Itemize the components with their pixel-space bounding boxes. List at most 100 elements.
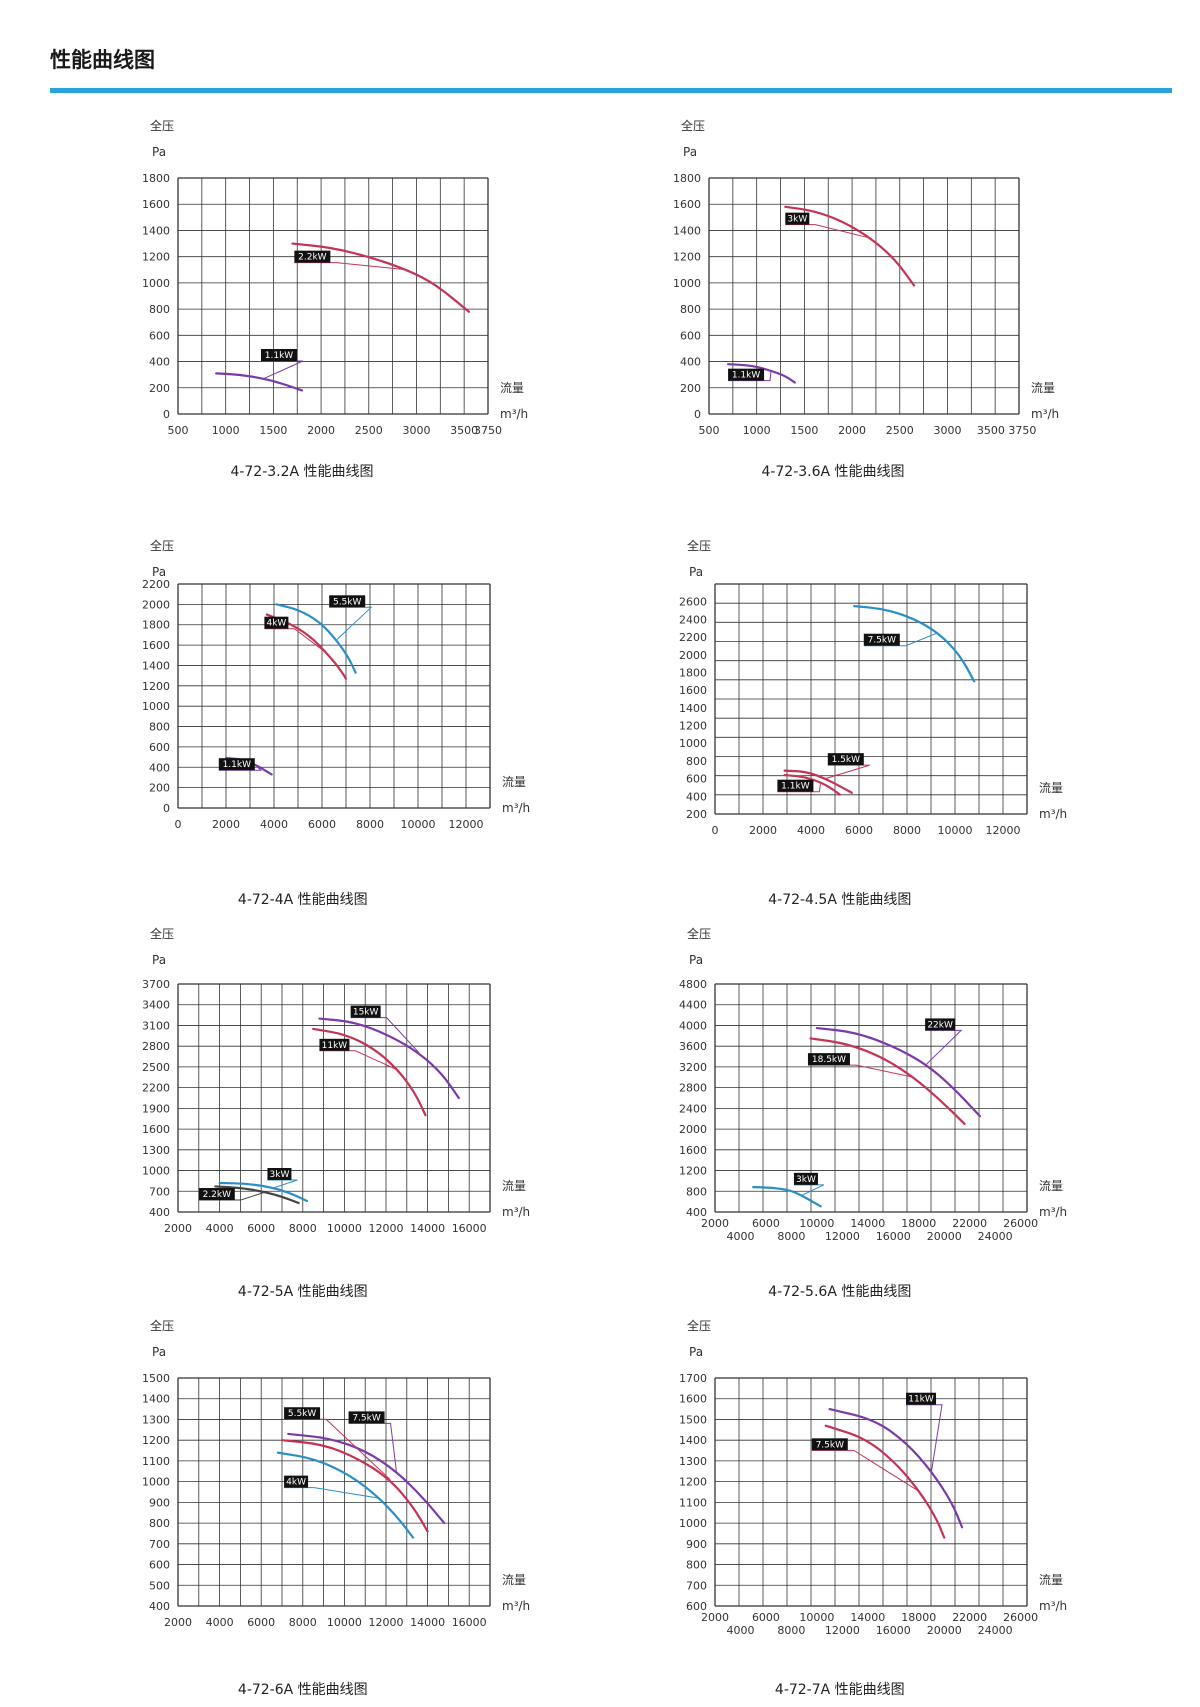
y-tick-label: 600 — [149, 329, 170, 342]
chart-4-72-7a: 全压 Pa 600 700 800 900 1000 1100 1200 1300 1400 1500… — [679, 1318, 1067, 1698]
y-tick-label: 1200 — [142, 680, 170, 693]
y-tick-label: 400 — [686, 790, 707, 803]
y-tick-label: 1700 — [679, 1372, 707, 1385]
x-tick-label: 1000 — [212, 424, 240, 437]
x-tick-label: 12000 — [369, 1616, 404, 1629]
y-tick-label: 600 — [149, 1559, 170, 1572]
x-tick-label: 4000 — [797, 824, 825, 837]
series-label-box — [198, 1188, 235, 1201]
x-tick-label: 3000 — [933, 424, 961, 437]
series-curve — [280, 1439, 429, 1533]
x-axis-unit: m³/h — [502, 801, 530, 815]
x-tick-label: 8000 — [289, 1222, 317, 1235]
y-tick-label: 800 — [149, 721, 170, 734]
x-tick-label: 18000 — [901, 1217, 936, 1230]
y-tick-label: 3700 — [142, 978, 170, 991]
x-tick-label: 3750 — [474, 424, 502, 437]
series-label-box — [728, 368, 765, 381]
y-tick-label: 0 — [163, 802, 170, 815]
x-tick-label: 2000 — [701, 1217, 729, 1230]
chart-caption: 4-72-3.6A 性能曲线图 — [761, 464, 904, 480]
series-curve — [809, 1037, 966, 1126]
series-label-box — [319, 1038, 350, 1051]
y-tick-label: 400 — [680, 356, 701, 369]
series-label: 7.5kW — [816, 1440, 845, 1450]
series-label: 3kW — [270, 1170, 290, 1180]
chart-caption: 4-72-4.5A 性能曲线图 — [768, 892, 911, 908]
series-curve — [291, 242, 471, 313]
y-tick-label: 1300 — [142, 1144, 170, 1157]
y-tick-label: 3200 — [679, 1061, 707, 1074]
series-curve — [275, 603, 357, 674]
y-tick-label: 1600 — [679, 1144, 707, 1157]
y-tick-label: 3400 — [142, 999, 170, 1012]
y-tick-label: 600 — [680, 329, 701, 342]
chart-4-72-6a: 全压 Pa 400 500 600 700 800 900 1000 1100 1200 1300 14… — [142, 1318, 530, 1698]
y-tick-label: 400 — [149, 356, 170, 369]
y-tick-label: 1300 — [679, 1455, 707, 1468]
y-tick-label: 1400 — [679, 702, 707, 715]
y-axis-unit: Pa — [152, 145, 166, 159]
x-tick-label: 2000 — [701, 1611, 729, 1624]
y-tick-label: 4000 — [679, 1019, 707, 1032]
x-tick-label: 4000 — [206, 1222, 234, 1235]
y-tick-label: 1200 — [679, 1476, 707, 1489]
x-axis-label: 流量 — [1031, 381, 1055, 395]
y-tick-label: 1500 — [679, 1413, 707, 1426]
x-tick-label: 0 — [712, 824, 719, 837]
y-tick-label: 600 — [149, 741, 170, 754]
y-tick-label: 1200 — [142, 1434, 170, 1447]
y-axis-unit: Pa — [689, 953, 703, 967]
series-label: 5.5kW — [333, 597, 362, 607]
x-tick-label: 16000 — [876, 1624, 911, 1637]
series-label-box — [294, 250, 331, 263]
x-tick-label: 12000 — [825, 1624, 860, 1637]
x-axis-label: 流量 — [1039, 781, 1063, 795]
y-tick-label: 1600 — [679, 684, 707, 697]
y-axis-unit: Pa — [689, 565, 703, 579]
y-tick-label: 1000 — [673, 277, 701, 290]
y-tick-label: 1400 — [142, 1393, 170, 1406]
x-tick-label: 6000 — [752, 1217, 780, 1230]
chart-caption: 4-72-4A 性能曲线图 — [238, 892, 368, 908]
series-curve — [783, 773, 841, 796]
series-label-box — [925, 1018, 956, 1031]
page-title: 性能曲线图 — [50, 48, 155, 72]
y-axis-unit: Pa — [152, 1345, 166, 1359]
y-tick-label: 700 — [149, 1538, 170, 1551]
series-label: 3kW — [796, 1175, 816, 1185]
x-tick-label: 24000 — [978, 1230, 1013, 1243]
y-tick-label: 1600 — [142, 1123, 170, 1136]
x-tick-label: 3000 — [402, 424, 430, 437]
series-label: 7.5kW — [868, 636, 897, 646]
series-label: 1.1kW — [732, 371, 761, 381]
y-tick-label: 800 — [149, 1517, 170, 1530]
label-leader — [925, 1029, 963, 1065]
series-label-box — [811, 1438, 848, 1451]
x-tick-label: 6000 — [308, 818, 336, 831]
y-tick-label: 600 — [686, 773, 707, 786]
x-tick-label: 6000 — [247, 1222, 275, 1235]
y-tick-label: 3100 — [142, 1019, 170, 1032]
x-tick-label: 22000 — [952, 1611, 987, 1624]
y-tick-label: 1000 — [142, 700, 170, 713]
x-tick-label: 8000 — [777, 1230, 805, 1243]
label-leader — [260, 360, 304, 380]
y-tick-label: 1300 — [142, 1413, 170, 1426]
y-tick-label: 1800 — [142, 619, 170, 632]
y-tick-label: 1600 — [673, 198, 701, 211]
y-tick-label: 2800 — [679, 1082, 707, 1095]
series-label-box — [906, 1392, 937, 1405]
y-tick-label: 2200 — [142, 1082, 170, 1095]
chart-caption: 4-72-6A 性能曲线图 — [238, 1682, 368, 1698]
series-label: 1.5kW — [832, 755, 861, 765]
series-label: 2.2kW — [298, 253, 327, 263]
series-label: 3kW — [787, 215, 807, 225]
x-axis-unit: m³/h — [1039, 1205, 1067, 1219]
series-label-box — [807, 1053, 850, 1066]
x-tick-label: 26000 — [1003, 1611, 1038, 1624]
series-label-box — [329, 595, 366, 608]
x-tick-label: 1500 — [790, 424, 818, 437]
y-tick-label: 800 — [686, 1185, 707, 1198]
label-leader — [218, 763, 263, 771]
